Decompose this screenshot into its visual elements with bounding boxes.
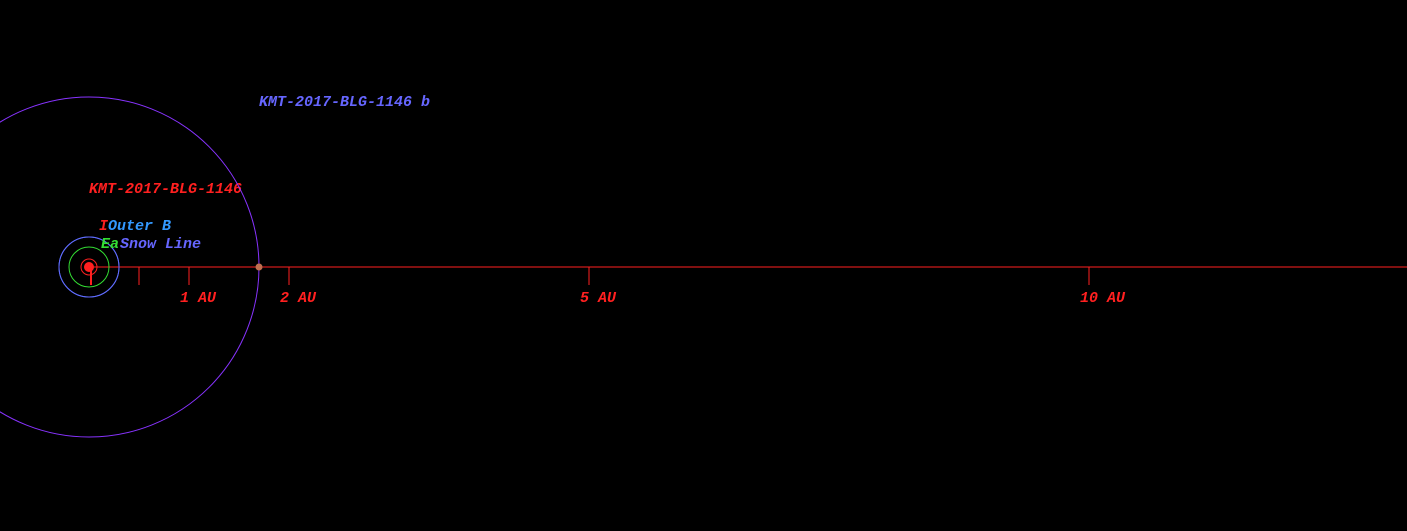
zone-label: Ea	[101, 236, 119, 253]
zone-label: Outer B	[108, 218, 171, 235]
zone-label: Snow Line	[120, 236, 201, 253]
planet	[255, 263, 263, 271]
zone-ring	[68, 246, 110, 288]
tick-label: 2 AU	[280, 290, 317, 307]
planet-name: KMT-2017-BLG-1146 b	[259, 94, 430, 111]
tick-label: 1 AU	[180, 290, 217, 307]
tick-label: 5 AU	[580, 290, 617, 307]
zone-label: I	[99, 218, 109, 235]
star	[84, 262, 94, 272]
zone-ring	[80, 258, 98, 276]
tick-label: 10 AU	[1080, 290, 1126, 307]
zone-ring	[58, 236, 120, 298]
star-name: KMT-2017-BLG-1146	[89, 181, 242, 198]
